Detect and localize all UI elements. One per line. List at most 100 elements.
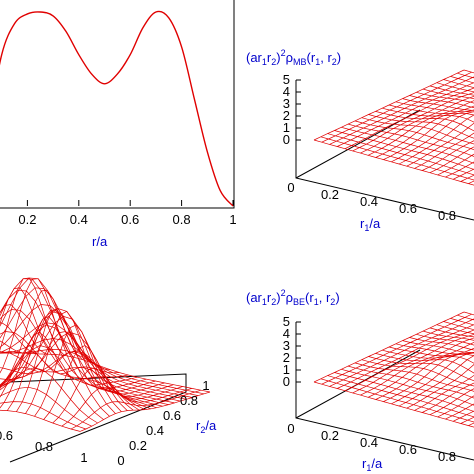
box-edges xyxy=(295,109,474,221)
mesh-line-r1 xyxy=(52,367,183,424)
mesh-line-r1 xyxy=(0,322,38,355)
mesh-line-r1 xyxy=(0,340,29,354)
r1-axis-label: r1/a xyxy=(362,456,383,473)
mesh-line-r2 xyxy=(0,338,199,396)
mesh-line-r1 xyxy=(34,324,165,417)
mesh-line-r2 xyxy=(388,104,474,116)
mesh-line-r2 xyxy=(0,351,146,410)
mesh-line-r2 xyxy=(416,333,474,346)
r1-tick-label: 0.6 xyxy=(399,442,417,457)
z-tick-label: 3 xyxy=(283,338,290,353)
r1-tick-label: 0.4 xyxy=(360,194,378,209)
x-tick-label: 0.4 xyxy=(70,212,88,227)
z-tick-label: 5 xyxy=(283,314,290,329)
mesh-line-r1 xyxy=(0,277,65,356)
r2-tick-labels: 1 0.80.60.40.2 0 xyxy=(117,378,209,468)
z-tick-label: 4 xyxy=(283,84,290,99)
r1-tick-label: 0.8 xyxy=(438,449,456,464)
mesh-line-r2 xyxy=(0,304,187,400)
mesh-line-r2 xyxy=(0,277,175,404)
r1-tick-label: 0.2 xyxy=(321,187,339,202)
mesh-line-r1 xyxy=(422,140,474,171)
mesh-line-r1 xyxy=(445,403,474,420)
r1-tick-label: 0.4 xyxy=(360,435,378,450)
mesh-line-r1 xyxy=(437,395,474,418)
mesh-line-r1 xyxy=(0,289,83,386)
mesh-line-r2 xyxy=(0,278,169,405)
z-tick-label: 1 xyxy=(283,362,290,377)
mesh-line-r1 xyxy=(329,76,474,145)
plot-frame xyxy=(0,0,235,209)
r1-tick-label: 0.8 xyxy=(438,208,456,223)
mesh-line-r1 xyxy=(61,386,192,427)
r1-axis-label: r1/a xyxy=(360,216,381,233)
mesh-line-r2 xyxy=(429,85,474,96)
mb-surface-mesh xyxy=(313,69,474,186)
mesh-line-r1 xyxy=(79,391,211,432)
line-plot-panel: 0.2 0.4 0.6 0.8 1 r/a xyxy=(0,0,237,249)
r1-tick-label: 0.6 xyxy=(0,428,13,443)
mesh-line-r2 xyxy=(0,289,163,407)
bottom-left-surface-panel: 0.60.81 10.80.60.40.20 r2/a xyxy=(0,277,217,468)
z-tick-label: 2 xyxy=(283,108,290,123)
mesh-line-r2 xyxy=(354,362,474,392)
mesh-line-r1 xyxy=(414,132,474,169)
mesh-line-r2 xyxy=(416,91,474,104)
surface-axes xyxy=(295,109,474,221)
mesh-line-r2 xyxy=(0,409,81,432)
mesh-line-r1 xyxy=(437,153,474,176)
mesh-line-r1 xyxy=(43,345,174,420)
density-curve xyxy=(0,10,234,207)
mesh-line-r2 xyxy=(402,340,474,353)
mesh-line-r2 xyxy=(0,367,98,424)
mesh-line-r1 xyxy=(422,382,474,413)
r1-tick-label: 0.6 xyxy=(399,201,417,216)
r1-tick-label: 0 xyxy=(287,180,294,195)
mesh-line-r2 xyxy=(402,98,474,111)
mesh-line-r1 xyxy=(352,334,474,394)
z-tick-label: 3 xyxy=(283,96,290,111)
z-tick-label: 2 xyxy=(283,350,290,365)
mesh-line-r1 xyxy=(7,315,138,411)
mb-title: (ar1r2)2ρMB(r1, r2) xyxy=(246,48,341,67)
r2-axis-label: r2/a xyxy=(196,418,217,435)
mesh-line-r2 xyxy=(423,88,474,100)
r2-tick-label: 0.8 xyxy=(180,393,198,408)
mesh-line-r1 xyxy=(70,389,202,430)
r2-tick-label: 0.6 xyxy=(163,408,181,423)
mesh-line-r1 xyxy=(375,105,474,158)
mesh-line-r2 xyxy=(348,365,474,399)
z-tick-label: 5 xyxy=(283,72,290,87)
x-tick-label: 0.2 xyxy=(18,212,36,227)
mesh-line-r2 xyxy=(0,287,181,402)
r1-tick-label: 0.8 xyxy=(35,439,53,454)
r2-tick-label: 0.4 xyxy=(146,423,164,438)
r1-tick-label: 0 xyxy=(287,421,294,436)
mesh-line-r2 xyxy=(436,324,474,335)
mesh-line-r2 xyxy=(443,79,474,89)
z-tick-label: 0 xyxy=(283,132,290,147)
mesh-line-r2 xyxy=(354,120,474,151)
mesh-line-r2 xyxy=(9,351,211,393)
r1-tick-labels: 0 0.2 0.4 0.6 0.8 xyxy=(287,421,456,464)
mesh-line-r2 xyxy=(409,95,474,108)
r1-tick-label: 1 xyxy=(80,450,87,465)
z-tick-label: 1 xyxy=(283,120,290,135)
mesh-line-r1 xyxy=(360,337,474,396)
surface-mesh xyxy=(0,277,211,432)
mesh-line-r2 xyxy=(395,343,474,355)
r1-tick-label: 0.2 xyxy=(321,428,339,443)
x-tick-label: 1 xyxy=(229,212,236,227)
mesh-line-r1 xyxy=(406,364,474,409)
mesh-line-r2 xyxy=(368,114,474,139)
mesh-line-r2 xyxy=(409,337,474,351)
mesh-line-r2 xyxy=(0,386,92,427)
z-tick-label: 0 xyxy=(283,374,290,389)
mesh-line-r1 xyxy=(398,114,474,165)
mesh-line-r1 xyxy=(429,146,474,174)
mesh-line-r2 xyxy=(375,111,474,132)
